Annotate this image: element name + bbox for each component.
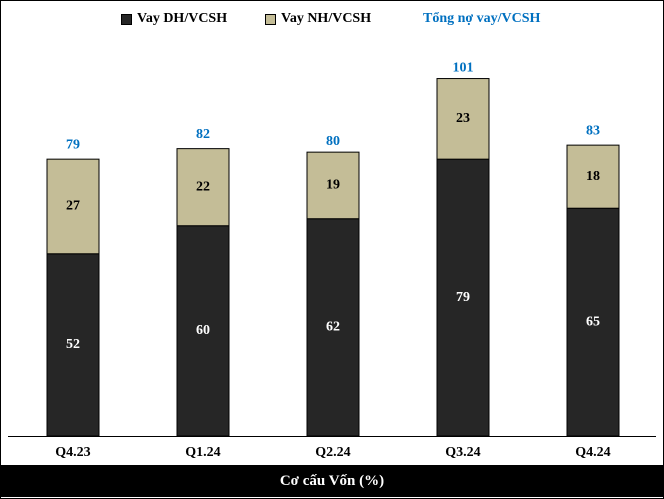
data-label-long-term-Q2.24: 62 (326, 320, 340, 335)
bar-short-term-Q4.23 (46, 158, 100, 255)
data-label-short-term-Q4.24: 18 (586, 169, 600, 184)
bar-short-term-Q1.24 (176, 148, 230, 227)
bar-short-term-Q4.24 (566, 144, 620, 209)
data-label-short-term-Q1.24: 22 (196, 179, 210, 194)
data-label-total-Q4.23: 79 (66, 137, 80, 152)
legend-swatch-long-term (121, 13, 132, 25)
chart-title: Cơ cấu Vốn (%) (279, 472, 385, 489)
legend-label-total: Tổng nợ vay/VCSH (423, 11, 541, 26)
data-label-total-Q2.24: 80 (326, 134, 340, 149)
legend-item-total: Tổng nợ vay/VCSH (423, 9, 540, 29)
bar-short-term-Q2.24 (306, 151, 360, 220)
x-tick-label-Q4.23: Q4.23 (55, 445, 90, 460)
data-label-short-term-Q2.24: 19 (326, 178, 340, 193)
x-tick-label-Q2.24: Q2.24 (315, 445, 350, 460)
legend-item-long-term: Vay DH/VCSH (121, 9, 227, 29)
legend-item-short-term: Vay NH/VCSH (265, 9, 371, 29)
x-tick-label-Q4.24: Q4.24 (575, 445, 610, 460)
bar-short-term-Q3.24 (436, 78, 490, 160)
bar-long-term-Q1.24 (176, 225, 230, 437)
data-label-long-term-Q3.24: 79 (456, 290, 470, 305)
bar-long-term-Q2.24 (306, 218, 360, 437)
legend-label-long-term: Vay DH/VCSH (137, 11, 228, 26)
data-label-total-Q4.24: 83 (586, 123, 600, 138)
data-label-long-term-Q1.24: 60 (196, 323, 210, 338)
legend-swatch-short-term (265, 13, 276, 25)
data-label-short-term-Q4.23: 27 (66, 199, 80, 214)
x-tick-label-Q3.24: Q3.24 (445, 445, 480, 460)
data-label-short-term-Q3.24: 23 (456, 111, 470, 126)
x-tick-label-Q1.24: Q1.24 (185, 445, 220, 460)
chart-title-bar: Cơ cấu Vốn (%) (1, 465, 663, 497)
bar-long-term-Q4.24 (566, 207, 620, 437)
data-label-long-term-Q4.23: 52 (66, 337, 80, 352)
bar-long-term-Q3.24 (436, 158, 490, 437)
legend-label-short-term: Vay NH/VCSH (281, 11, 372, 26)
data-label-total-Q1.24: 82 (196, 127, 210, 142)
data-label-total-Q3.24: 101 (453, 60, 474, 75)
data-label-long-term-Q4.24: 65 (586, 314, 600, 329)
bar-long-term-Q4.23 (46, 253, 100, 437)
